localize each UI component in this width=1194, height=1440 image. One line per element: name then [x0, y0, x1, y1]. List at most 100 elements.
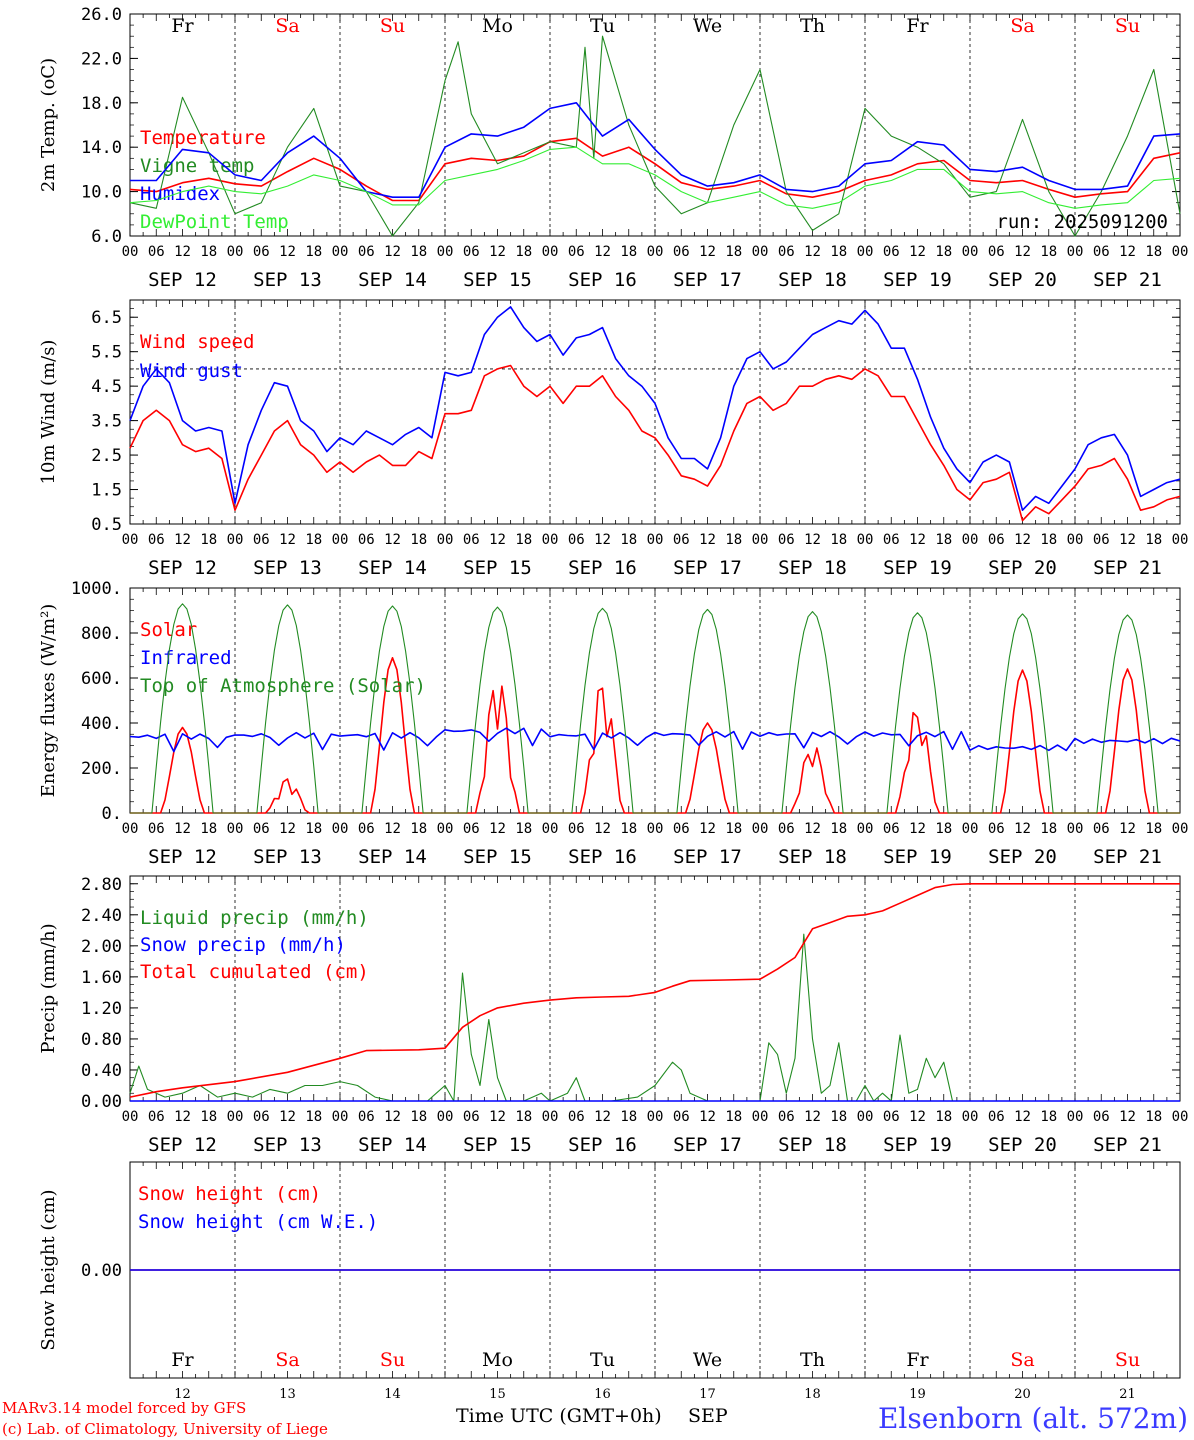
date-label: SEP 20 — [988, 1134, 1057, 1156]
hour-label: 18 — [200, 244, 217, 260]
date-label: SEP 15 — [463, 846, 532, 868]
date-label: SEP 14 — [358, 557, 427, 579]
date-label: SEP 16 — [568, 846, 637, 868]
hour-label: 00 — [332, 532, 349, 548]
hour-label: 00 — [332, 821, 349, 837]
hour-label: 12 — [384, 244, 401, 260]
hour-label: 06 — [778, 821, 795, 837]
y-tick-label: 5.5 — [91, 343, 122, 363]
hour-label: 06 — [253, 1109, 270, 1125]
day-name-label: Sa — [275, 15, 299, 37]
y-tick-label: 0.5 — [91, 515, 122, 535]
date-label: SEP 12 — [148, 557, 217, 579]
hour-label: 12 — [489, 244, 506, 260]
hour-label: 00 — [752, 1109, 769, 1125]
hour-label: 00 — [227, 244, 244, 260]
hour-label: 18 — [515, 532, 532, 548]
legend-entry: Snow height (cm) — [138, 1183, 321, 1205]
date-label: SEP 13 — [253, 269, 322, 291]
day-name-label: Mo — [482, 1349, 513, 1371]
hour-label: 18 — [1040, 821, 1057, 837]
day-name-label: Mo — [482, 15, 513, 37]
y-tick-label: 600. — [81, 669, 122, 689]
y-tick-label: 2.40 — [81, 906, 122, 926]
hour-label: 12 — [699, 244, 716, 260]
date-label: SEP 18 — [778, 269, 847, 291]
day-number-label: 14 — [384, 1387, 401, 1402]
date-label: SEP 17 — [673, 269, 742, 291]
y-tick-label: 1.5 — [91, 481, 122, 501]
hour-label: 00 — [542, 532, 559, 548]
day-name-label: Su — [380, 1349, 405, 1371]
date-label: SEP 16 — [568, 1134, 637, 1156]
legend-entry: Vigne temp — [140, 155, 254, 177]
date-label: SEP 13 — [253, 846, 322, 868]
hour-label: 00 — [437, 244, 454, 260]
hour-label: 06 — [988, 1109, 1005, 1125]
hour-label: 00 — [752, 244, 769, 260]
hour-label: 00 — [1172, 1109, 1189, 1125]
hour-label: 12 — [1119, 1109, 1136, 1125]
hour-label: 00 — [857, 821, 874, 837]
hour-label: 00 — [437, 1109, 454, 1125]
hour-label: 06 — [148, 821, 165, 837]
hour-label: 00 — [857, 244, 874, 260]
hour-label: 00 — [437, 821, 454, 837]
y-tick-label: 1000. — [71, 579, 122, 599]
hour-label: 18 — [620, 1109, 637, 1125]
hour-label: 12 — [384, 1109, 401, 1125]
hour-label: 18 — [410, 821, 427, 837]
y-tick-label: 200. — [81, 759, 122, 779]
panel-frame — [129, 299, 1181, 525]
hour-label: 12 — [1014, 1109, 1031, 1125]
hour-label: 00 — [647, 244, 664, 260]
hour-label: 12 — [384, 532, 401, 548]
panel-precip: 0.00 0.40 0.80 1.20 1.60 2.00 2.40 2.80 Precip (… — [38, 875, 1188, 1156]
hour-label: 18 — [200, 532, 217, 548]
y-tick-label: 6.0 — [91, 227, 122, 247]
hour-label: 06 — [358, 244, 375, 260]
date-label: SEP 14 — [358, 269, 427, 291]
hour-label: 18 — [1040, 244, 1057, 260]
date-label: SEP 16 — [568, 557, 637, 579]
day-name-label: Su — [380, 15, 405, 37]
hour-label: 12 — [699, 1109, 716, 1125]
date-label: SEP 17 — [673, 1134, 742, 1156]
hour-label: 12 — [804, 244, 821, 260]
legend-entry: Wind gust — [140, 360, 243, 382]
y-tick-label: 2.80 — [81, 875, 122, 895]
hour-label: 18 — [725, 532, 742, 548]
hour-label: 00 — [962, 244, 979, 260]
legend-entry: Liquid precip (mm/h) — [140, 907, 369, 929]
date-label: SEP 14 — [358, 846, 427, 868]
hour-label: 18 — [1145, 244, 1162, 260]
hour-label: 00 — [542, 821, 559, 837]
hour-label: 18 — [1040, 1109, 1057, 1125]
hour-label: 12 — [1014, 821, 1031, 837]
hour-label: 12 — [279, 821, 296, 837]
hour-label: 12 — [279, 532, 296, 548]
hour-label: 00 — [962, 532, 979, 548]
hour-label: 00 — [437, 532, 454, 548]
day-number-label: 19 — [909, 1387, 926, 1402]
day-name-label: Su — [1115, 15, 1140, 37]
date-label: SEP 19 — [883, 846, 952, 868]
hour-label: 18 — [410, 532, 427, 548]
series-line-infrared — [129, 727, 1181, 753]
legend-entry: Snow precip (mm/h) — [140, 934, 346, 956]
hour-label: 12 — [909, 1109, 926, 1125]
hour-label: 00 — [857, 532, 874, 548]
hour-label: 06 — [463, 532, 480, 548]
day-name-label: Fr — [171, 1349, 194, 1371]
date-label: SEP 19 — [883, 269, 952, 291]
y-tick-label: 6.5 — [91, 308, 122, 328]
series-line-wind-speed — [129, 364, 1181, 522]
hour-label: 18 — [620, 532, 637, 548]
y-tick-label: 26.0 — [81, 5, 122, 25]
date-label: SEP 18 — [778, 1134, 847, 1156]
hour-label: 12 — [804, 532, 821, 548]
date-label: SEP 13 — [253, 557, 322, 579]
date-label: SEP 12 — [148, 846, 217, 868]
y-axis-label: 2m Temp. (oC) — [38, 58, 59, 192]
date-label: SEP 17 — [673, 846, 742, 868]
